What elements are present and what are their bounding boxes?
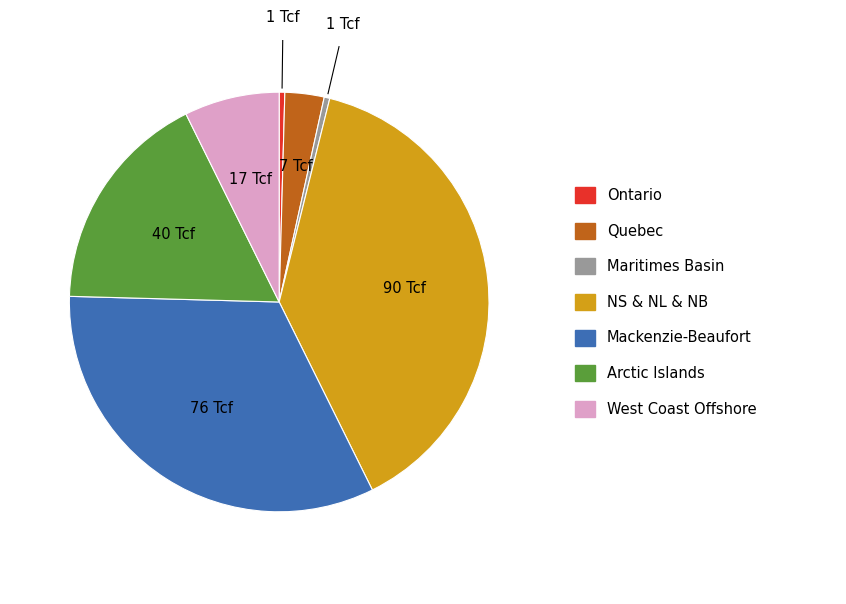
Text: 1 Tcf: 1 Tcf [326,18,359,33]
Text: 40 Tcf: 40 Tcf [151,226,195,242]
Wedge shape [279,97,330,302]
Text: 90 Tcf: 90 Tcf [383,281,426,296]
Wedge shape [279,92,324,302]
Wedge shape [186,92,279,302]
Wedge shape [69,297,372,512]
Legend: Ontario, Quebec, Maritimes Basin, NS & NL & NB, Mackenzie-Beaufort, Arctic Islan: Ontario, Quebec, Maritimes Basin, NS & N… [575,187,756,417]
Wedge shape [279,98,489,490]
Text: 76 Tcf: 76 Tcf [190,400,233,416]
Text: 17 Tcf: 17 Tcf [229,172,272,187]
Text: 7 Tcf: 7 Tcf [279,159,312,174]
Text: 1 Tcf: 1 Tcf [266,10,299,25]
Wedge shape [69,114,279,302]
Wedge shape [279,92,285,302]
